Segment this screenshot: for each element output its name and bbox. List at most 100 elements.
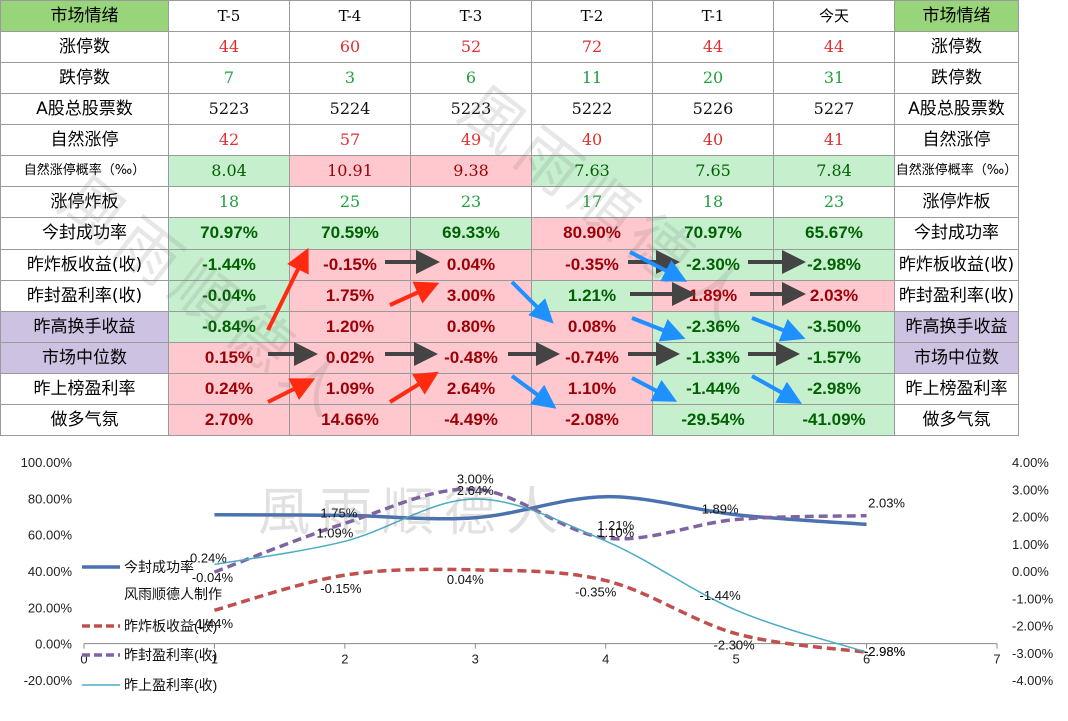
- row-label: 昨上榜盈利率: [0, 372, 169, 405]
- row-label-right: 自然涨停概率（‰）: [894, 155, 1019, 188]
- data-cell: 5223: [410, 93, 532, 126]
- data-cell: -0.04%: [168, 279, 290, 312]
- data-cell: 60: [289, 31, 411, 64]
- left-axis-tick-label: 80.00%: [28, 491, 73, 506]
- data-cell: -2.98%: [773, 248, 895, 281]
- table-row: 跌停数 7 3 6 11 20 31 跌停数: [0, 62, 1068, 95]
- data-cell: -1.57%: [773, 341, 895, 374]
- blank-cell: [1018, 62, 1068, 94]
- table-row: 昨炸板收益(收) -1.44% -0.15% 0.04% -0.35% -2.30% -2.…: [0, 248, 1068, 281]
- row-label: 昨封盈利率(收): [0, 279, 169, 312]
- column-header: T-3: [410, 0, 532, 33]
- table-row: 自然涨停概率（‰） 8.04 10.91 9.38 7.63 7.65 7.84 自然涨停概率…: [0, 155, 1068, 188]
- data-cell: 70.97%: [168, 217, 290, 250]
- data-cell: 3: [289, 62, 411, 95]
- row-label: 自然涨停概率（‰）: [0, 155, 169, 188]
- data-label: 1.89%: [702, 501, 739, 516]
- data-cell: 52: [410, 31, 532, 64]
- row-label-right: 今封成功率: [894, 217, 1019, 250]
- right-axis-tick-label: 0.00%: [1012, 564, 1049, 579]
- data-cell: 17: [531, 186, 653, 219]
- data-cell: 57: [289, 124, 411, 157]
- column-header: 市场情绪: [894, 0, 1019, 33]
- data-cell: 5223: [168, 93, 290, 126]
- x-axis-tick-label: 6: [863, 652, 870, 667]
- x-axis-tick-label: 7: [993, 652, 1000, 667]
- row-label-right: 涨停数: [894, 31, 1019, 64]
- column-header: T-4: [289, 0, 411, 33]
- series-line: [214, 494, 867, 527]
- data-cell: -2.08%: [531, 403, 653, 437]
- data-cell: 18: [652, 186, 774, 219]
- legend-label: 昨炸板收益(收): [124, 618, 217, 634]
- blank-cell: [1018, 93, 1068, 125]
- data-cell: 10.91: [289, 155, 411, 188]
- blank-cell: [1018, 342, 1068, 374]
- row-label: 市场中位数: [0, 341, 169, 374]
- data-label: 2.64%: [457, 483, 494, 498]
- column-header: T-1: [652, 0, 774, 33]
- column-header: T-5: [168, 0, 290, 33]
- row-label-right: A股总股票数: [894, 93, 1019, 126]
- data-cell: -1.33%: [652, 341, 774, 374]
- data-cell: -0.74%: [531, 341, 653, 374]
- data-cell: -0.15%: [289, 248, 411, 281]
- column-header: 今天: [773, 0, 895, 33]
- data-cell: 1.75%: [289, 279, 411, 312]
- row-label: 跌停数: [0, 62, 169, 95]
- data-cell: 1.89%: [652, 279, 774, 312]
- left-axis-tick-label: 60.00%: [28, 528, 73, 543]
- table-row: 昨上榜盈利率 0.24% 1.09% 2.64% 1.10% -1.44% -2.98% 昨上…: [0, 372, 1068, 405]
- data-cell: 1.20%: [289, 310, 411, 343]
- right-axis-tick-label: 3.00%: [1012, 482, 1049, 497]
- table-row: 今封成功率 70.97% 70.59% 69.33% 80.90% 70.97% 65.67…: [0, 217, 1068, 250]
- left-axis-tick-label: 40.00%: [28, 564, 73, 579]
- data-cell: 70.97%: [652, 217, 774, 250]
- data-cell: -29.54%: [652, 403, 774, 437]
- data-cell: 2.70%: [168, 403, 290, 437]
- data-cell: 1.21%: [531, 279, 653, 312]
- data-cell: 23: [410, 186, 532, 219]
- x-axis-tick-label: 0: [80, 652, 87, 667]
- x-axis-tick-label: 5: [733, 652, 740, 667]
- data-cell: 18: [168, 186, 290, 219]
- data-cell: 69.33%: [410, 217, 532, 250]
- data-label: -1.44%: [700, 588, 742, 603]
- data-label: 1.09%: [316, 525, 353, 540]
- row-label-right: 昨上榜盈利率: [894, 372, 1019, 405]
- blank-cell: [1018, 0, 1068, 32]
- table-row: 涨停炸板 18 25 23 17 18 23 涨停炸板: [0, 186, 1068, 219]
- column-header: 市场情绪: [0, 0, 169, 33]
- data-cell: -2.30%: [652, 248, 774, 281]
- x-axis-tick-label: 4: [602, 652, 609, 667]
- table-row: 自然涨停 42 57 49 40 40 41 自然涨停: [0, 124, 1068, 157]
- x-axis-tick-label: 2: [341, 652, 348, 667]
- data-cell: -4.49%: [410, 403, 532, 437]
- row-label: 涨停数: [0, 31, 169, 64]
- blank-cell: [1018, 373, 1068, 405]
- data-cell: 0.04%: [410, 248, 532, 281]
- data-cell: 0.15%: [168, 341, 290, 374]
- row-label-right: 跌停数: [894, 62, 1019, 95]
- right-axis-tick-label: -2.00%: [1012, 619, 1054, 634]
- left-axis-tick-label: 20.00%: [28, 600, 73, 615]
- data-cell: 5222: [531, 93, 653, 126]
- data-cell: 1.10%: [531, 372, 653, 405]
- data-cell: -1.44%: [652, 372, 774, 405]
- data-label: -0.04%: [192, 570, 234, 585]
- data-cell: 72: [531, 31, 653, 64]
- data-cell: 7.63: [531, 155, 653, 188]
- data-cell: 44: [652, 31, 774, 64]
- data-cell: 9.38: [410, 155, 532, 188]
- row-label: 涨停炸板: [0, 186, 169, 219]
- series-line: [214, 498, 867, 653]
- data-cell: 23: [773, 186, 895, 219]
- data-label: -2.98%: [864, 644, 906, 659]
- data-cell: 40: [531, 124, 653, 157]
- row-label: 做多气氛: [0, 403, 169, 437]
- data-cell: -0.48%: [410, 341, 532, 374]
- legend-label: 昨封盈利率(收): [124, 647, 217, 663]
- row-label-right: 自然涨停: [894, 124, 1019, 157]
- data-cell: 20: [652, 62, 774, 95]
- data-cell: 7: [168, 62, 290, 95]
